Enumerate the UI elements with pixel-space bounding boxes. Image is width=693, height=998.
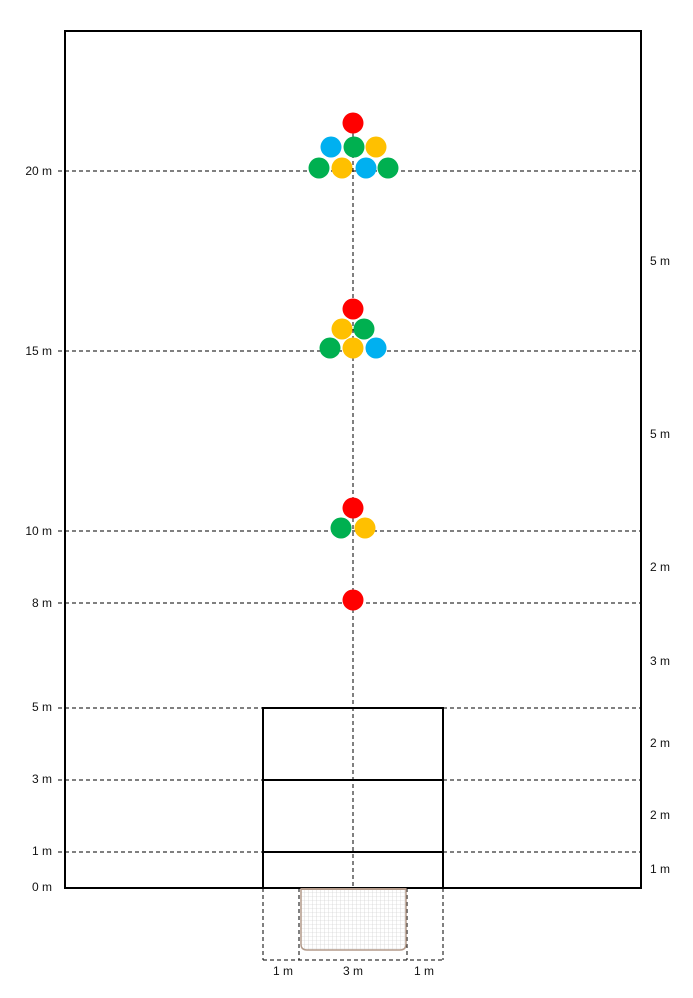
ball-blue-15m [365,337,387,359]
ball-red-8m [342,589,364,611]
label-5m: 5 m [32,700,52,714]
ball-green-15m [319,337,341,359]
ball-blue-20m [355,157,377,179]
label-3m: 3 m [32,772,52,786]
ball-red-20m [342,112,364,134]
distance-lines [58,126,641,961]
bottom-labels: 1 m 3 m 1 m [273,964,434,978]
interval-2m-a: 2 m [650,808,670,822]
bottom-label-left: 1 m [273,964,293,978]
interval-3m: 3 m [650,654,670,668]
ball-yellow-20m [331,157,353,179]
label-0m: 0 m [32,880,52,894]
ball-red-10m [342,497,364,519]
label-20m: 20 m [25,164,52,178]
ball-groups [308,112,399,611]
ball-green-20m [308,157,330,179]
interval-2m-b: 2 m [650,736,670,750]
ball-yellow-10m [354,517,376,539]
left-labels: 0 m 1 m 3 m 5 m 8 m 10 m 15 m 20 m [25,164,52,894]
bottom-label-center: 3 m [343,964,363,978]
ball-green-15m [353,318,375,340]
label-10m: 10 m [25,524,52,538]
ball-green-10m [330,517,352,539]
ball-red-15m [342,298,364,320]
label-8m: 8 m [32,596,52,610]
interval-2m-c: 2 m [650,560,670,574]
right-labels: 1 m 2 m 2 m 3 m 2 m 5 m 5 m [650,254,670,876]
ball-green-20m [377,157,399,179]
goal-net-icon [300,888,407,951]
ball-yellow-20m [365,136,387,158]
interval-5m-a: 5 m [650,427,670,441]
label-15m: 15 m [25,344,52,358]
ball-yellow-15m [342,337,364,359]
interval-1m-bottom: 1 m [650,862,670,876]
ball-blue-20m [320,136,342,158]
ball-green-20m [343,136,365,158]
bottom-label-right: 1 m [414,964,434,978]
ball-yellow-15m [331,318,353,340]
interval-5m-b: 5 m [650,254,670,268]
label-1m: 1 m [32,844,52,858]
